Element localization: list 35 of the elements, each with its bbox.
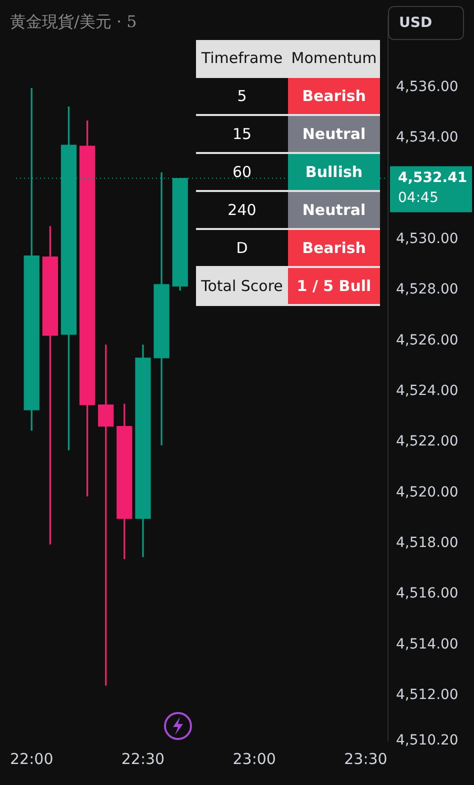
chart-title: 黄金現貨/美元 · 5: [10, 12, 137, 33]
y-tick-label: 4,512.00: [396, 687, 458, 704]
y-tick-label: 4,516.00: [396, 586, 458, 602]
annotation: 15: [196, 115, 288, 153]
y-tick-label: 4,522.00: [396, 434, 458, 450]
annotation: Bearish: [288, 77, 380, 115]
annotation: D: [196, 229, 288, 267]
text: USD: [388, 6, 464, 40]
x-tick-label: 23:00: [232, 750, 276, 768]
y-tick-label: 4,534.00: [396, 130, 458, 146]
y-tick-label: 4,518.00: [396, 535, 458, 552]
annotation: Total Score: [196, 267, 288, 305]
annotation: 5: [196, 77, 288, 115]
annotation: Bearish: [288, 229, 380, 267]
annotation: Momentum: [288, 40, 380, 77]
y-tick-label: 4,514.00: [396, 636, 458, 652]
x-tick-label: 23:30: [344, 750, 388, 768]
y-tick-label: 4,520.00: [396, 484, 458, 500]
annotation: Neutral: [288, 191, 380, 229]
y-tick-label: 4,528.00: [396, 282, 458, 298]
y-tick-label: 4,510.20: [396, 732, 458, 749]
ref-line-label: 4,532.41: [398, 170, 468, 186]
y-tick-label: 4,530.00: [396, 230, 458, 247]
annotation: Bullish: [288, 153, 380, 191]
y-tick-label: 4,526.00: [396, 332, 458, 348]
y-tick-label: 4,536.00: [396, 78, 458, 95]
annotation: Neutral: [288, 115, 380, 153]
x-tick-label: 22:30: [121, 750, 165, 768]
y-tick-label: 4,524.00: [396, 383, 458, 400]
annotation: 240: [196, 191, 288, 229]
annotation: Timeframe: [196, 40, 288, 77]
x-tick-label: 22:00: [10, 750, 54, 768]
text: 04:45: [398, 190, 438, 206]
annotation: 1 / 5 Bull: [288, 267, 380, 305]
annotation: 60: [196, 153, 288, 191]
